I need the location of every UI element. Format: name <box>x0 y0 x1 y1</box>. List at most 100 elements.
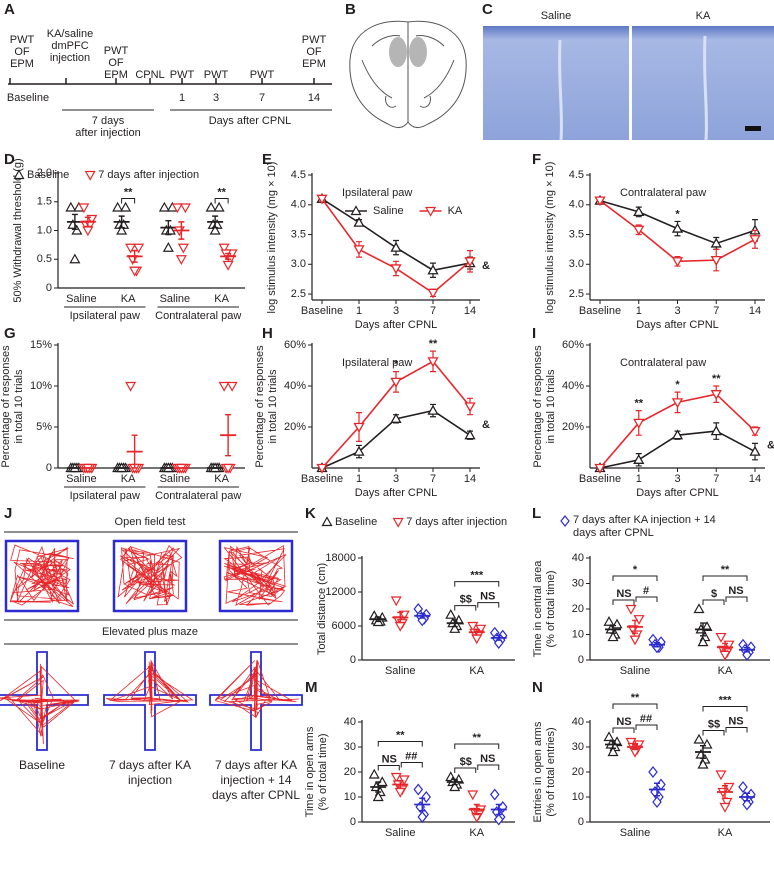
y-axis-label: Percentage of responses <box>254 345 266 468</box>
data-point <box>701 621 713 631</box>
data-point <box>413 783 424 796</box>
track <box>0 663 80 745</box>
panel-label: I <box>532 325 536 342</box>
significance-label: NS <box>728 715 743 727</box>
y-axis-label: Entries in open arms <box>532 721 544 822</box>
plus-maze <box>209 651 303 751</box>
data-point <box>390 241 402 252</box>
x-tick-label: Saline <box>620 827 651 839</box>
x-tick-label: 3 <box>674 473 680 485</box>
significance-label: $$ <box>460 756 472 768</box>
y-tick-label: 30 <box>344 741 356 753</box>
panel-label: A <box>4 1 15 18</box>
significance-bracket <box>612 575 658 581</box>
x-tick-label: Saline <box>160 293 191 305</box>
data-point <box>464 429 476 440</box>
data-point <box>171 203 183 214</box>
significance-label: ** <box>472 732 481 744</box>
significance-bracket <box>635 724 658 730</box>
legend-label: 7 days after injection <box>98 169 199 181</box>
legend-marker <box>350 205 362 216</box>
legend-marker <box>425 206 437 217</box>
significance-label: NS <box>480 591 495 603</box>
y-tick-label: 40 <box>344 716 356 728</box>
x-tick-label: 14 <box>749 473 761 485</box>
data-point <box>738 781 748 793</box>
y-tick-label: 3.0 <box>569 258 584 270</box>
x-tick-label: 14 <box>464 305 476 317</box>
significance-bracket <box>725 596 748 602</box>
x-tick-label: Saline <box>66 293 97 305</box>
data-point <box>65 201 77 212</box>
chart-title: Contralateral paw <box>620 187 706 199</box>
track <box>105 659 194 718</box>
data-point <box>158 201 170 212</box>
x-tick-label: 7 <box>430 305 436 317</box>
caption-box: 7 days after KA injection <box>109 758 191 787</box>
data-point <box>648 766 658 778</box>
y-tick-label: 6000 <box>332 620 356 632</box>
x-tick-label: KA <box>214 473 229 485</box>
data-point <box>625 604 637 615</box>
significance-label: ** <box>631 692 640 704</box>
significance-label: # <box>643 585 649 597</box>
panel-label: K <box>305 505 316 522</box>
data-point <box>633 206 645 217</box>
histology-image <box>483 26 629 140</box>
panel-label: J <box>4 505 12 522</box>
y-tick-label: 20% <box>562 421 584 433</box>
caption-box: Baseline <box>19 758 65 772</box>
chart-title: Contralateral paw <box>620 357 706 369</box>
y-tick-label: 0 <box>578 654 584 666</box>
x-tick-label: KA <box>718 827 733 839</box>
x-tick-label: Saline <box>620 665 651 677</box>
data-point <box>697 636 709 647</box>
significance-bracket <box>635 596 658 602</box>
data-point <box>316 194 328 205</box>
data-point <box>629 635 641 646</box>
significance-bracket <box>612 703 658 709</box>
significance-bracket <box>454 743 500 749</box>
y-tick-label: 12000 <box>325 586 356 598</box>
track <box>9 544 74 607</box>
y-axis-label: (% of total time) <box>317 733 329 810</box>
y-tick-label: 4.5 <box>569 169 584 181</box>
y-tick-label: 10% <box>30 380 52 392</box>
data-point <box>427 404 439 415</box>
data-point <box>218 381 230 392</box>
significance-bracket <box>121 198 136 204</box>
data-point <box>489 788 500 801</box>
data-point <box>710 237 722 248</box>
significance-bracket <box>400 762 423 768</box>
data-point <box>749 426 761 437</box>
timeline-event: EPM <box>104 69 128 81</box>
data-point <box>633 615 645 625</box>
data-point <box>78 203 90 214</box>
histology-image <box>632 26 774 140</box>
x-tick-label: 7 <box>713 473 719 485</box>
data-point <box>493 813 504 826</box>
data-point <box>701 738 713 749</box>
significance-bracket <box>454 581 500 587</box>
section-title: Elevated plus maze <box>102 626 198 638</box>
data-point <box>603 731 615 742</box>
data-point <box>390 596 402 607</box>
histology <box>483 26 774 141</box>
data-point <box>218 243 230 254</box>
data-point <box>112 201 124 212</box>
significance-label: NS <box>616 588 631 600</box>
timeline-event: EPM <box>302 58 326 70</box>
data-point <box>125 243 137 254</box>
panel-label: B <box>345 1 356 18</box>
panel-label: H <box>262 325 273 342</box>
x-tick-label: 1 <box>636 473 642 485</box>
legend-label: 7 days after KA injection + 14 days afte… <box>573 514 716 539</box>
data-point <box>175 255 187 265</box>
y-axis-label: in total 10 trials <box>13 369 25 443</box>
data-point <box>353 245 365 256</box>
y-axis-label: in total 10 trials <box>267 369 279 443</box>
x-tick-label: Baseline <box>579 305 621 317</box>
open-field-arena <box>218 539 294 613</box>
significance-label: ## <box>640 713 652 725</box>
